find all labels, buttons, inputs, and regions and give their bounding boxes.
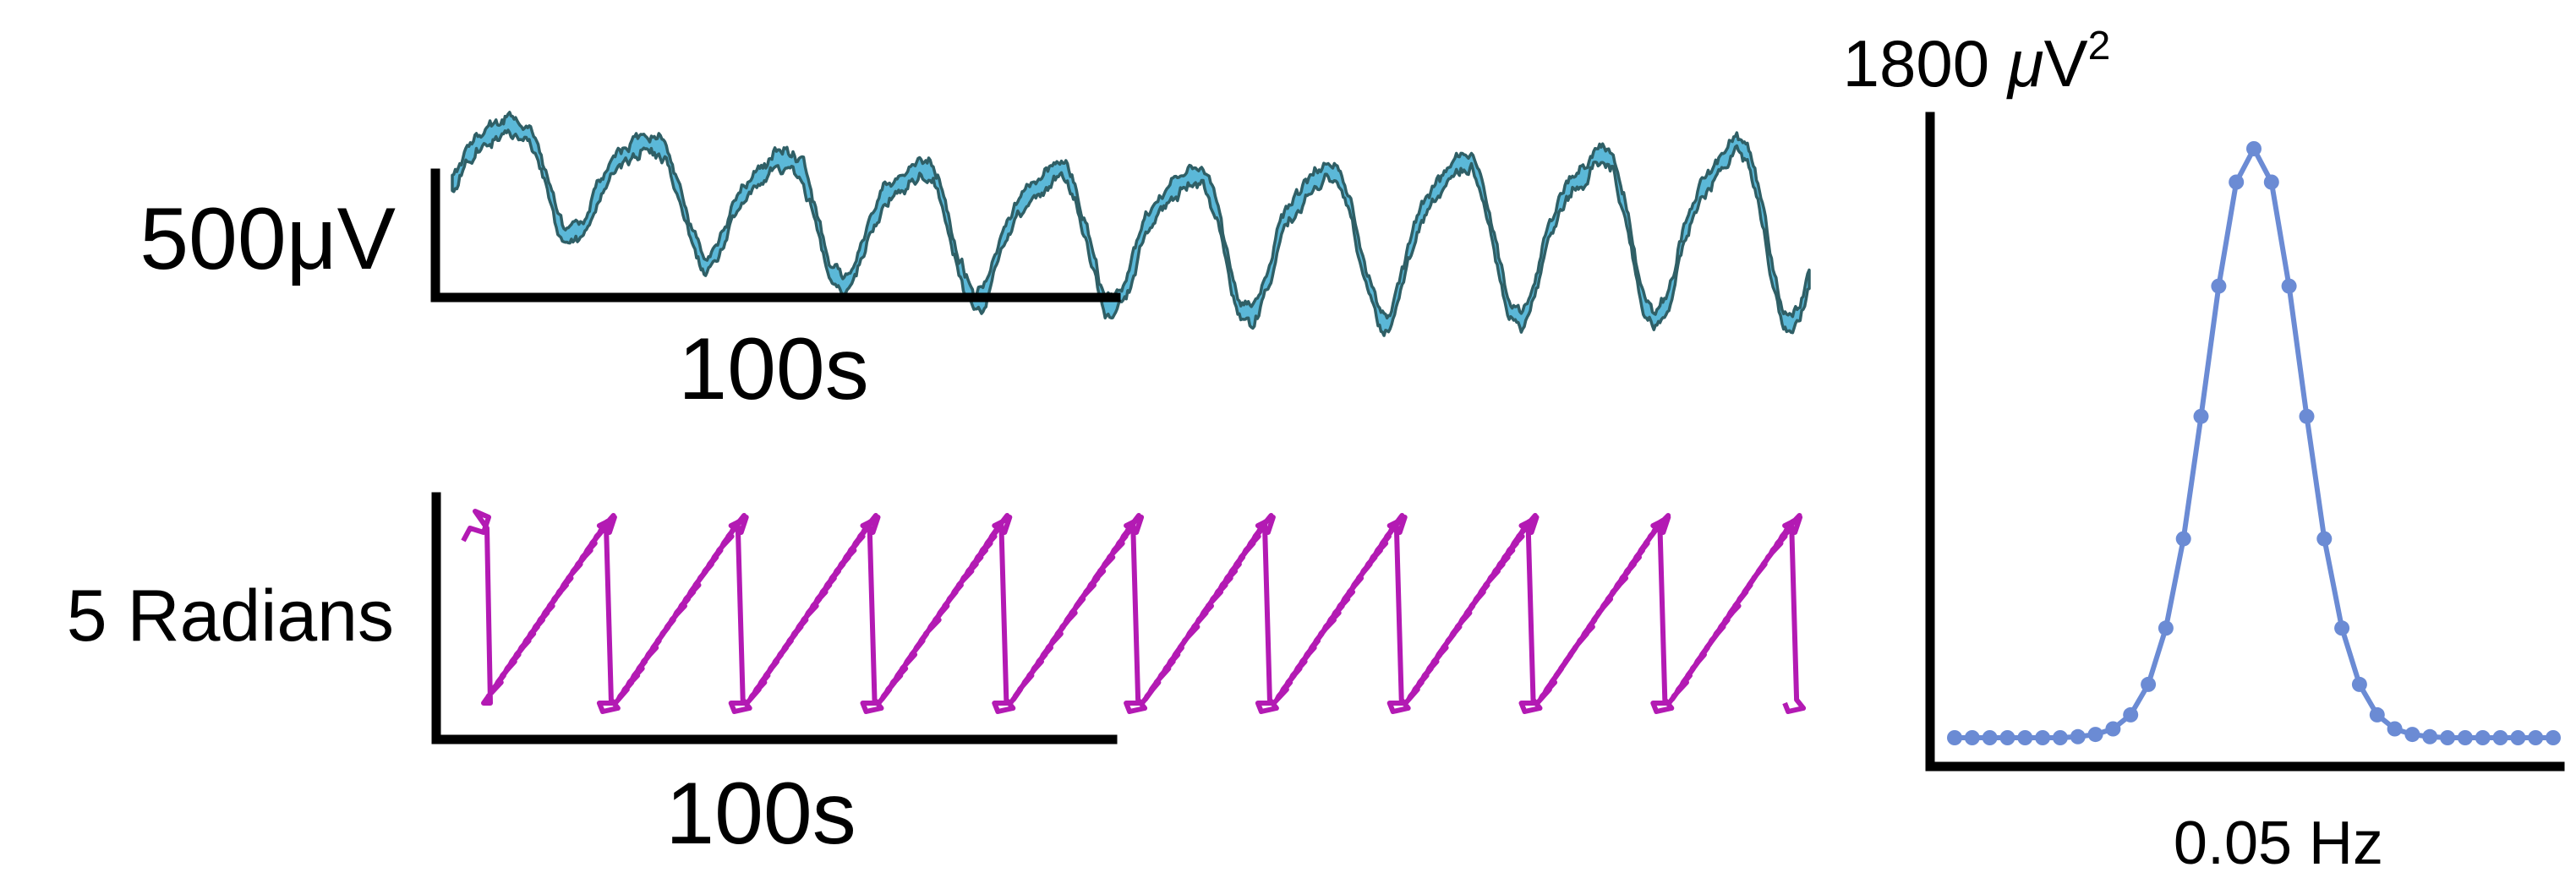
phase-scalebar-y-label: 5 Radians	[67, 575, 394, 657]
spectrum-point	[2404, 727, 2420, 743]
spectrum-point	[2281, 278, 2297, 294]
spectrum-point	[2246, 141, 2262, 156]
spectrum-point	[1947, 730, 1962, 745]
spectrum-point	[2369, 706, 2385, 723]
spectrum-line	[1955, 146, 2553, 740]
spectrum-point	[2299, 408, 2315, 424]
spectrum-point	[2123, 706, 2139, 723]
spectrum-point	[2546, 730, 2561, 745]
spectrum-point	[2334, 620, 2350, 636]
spectrum-point	[2105, 721, 2121, 737]
voltage-trace	[451, 111, 1811, 337]
voltage-scalebar-y-label: 500μV	[139, 190, 396, 288]
voltage-scalebar-x-label: 100s	[678, 320, 869, 418]
spectrum-point	[2141, 676, 2157, 692]
spectrum-point	[2193, 408, 2209, 424]
spectrum-point	[1999, 730, 2015, 745]
spectrum-point	[2475, 730, 2491, 745]
spectrum-y-label: 1800 μV2	[1843, 24, 2111, 101]
spectrum-x-label: 0.05 Hz	[2174, 810, 2383, 877]
spectrum-point	[2070, 728, 2086, 744]
spectrum-y-label-exponent: 2	[2088, 24, 2111, 68]
phase-trace	[461, 509, 1807, 714]
spectrum-y-label-unit: μ	[2006, 26, 2044, 101]
phase-panel: 5 Radians 100s	[67, 492, 1807, 863]
spectrum-y-label-unit2: V	[2044, 26, 2088, 101]
spectrum-point	[2175, 531, 2191, 547]
spectrum-point	[2263, 174, 2279, 190]
spectrum-points	[1947, 141, 2561, 745]
spectrum-panel: 1800 μV2 0.05 Hz	[1843, 24, 2565, 877]
spectrum-point	[2052, 730, 2068, 745]
spectrum-point	[2316, 531, 2333, 547]
spectrum-point	[2158, 620, 2174, 636]
phase-scalebar-x-label: 100s	[665, 765, 856, 863]
spectrum-point	[2351, 676, 2367, 692]
spectrum-point	[2211, 278, 2227, 294]
spectrum-point	[2457, 730, 2473, 745]
voltage-panel: 500μV 100s	[139, 111, 1811, 418]
spectrum-point	[2017, 730, 2033, 745]
spectrum-point	[1982, 730, 1998, 745]
spectrum-point	[2422, 728, 2438, 744]
spectrum-point	[2528, 730, 2544, 745]
spectrum-y-label-value: 1800	[1843, 26, 2008, 101]
spectrum-point	[2492, 730, 2508, 745]
spectrum-point	[2440, 730, 2456, 745]
spectrum-point	[1964, 730, 1980, 745]
spectrum-point	[2087, 727, 2103, 743]
spectrum-point	[2387, 721, 2403, 737]
spectrum-point	[2229, 174, 2245, 190]
spectrum-point	[2035, 730, 2051, 745]
spectrum-point	[2510, 730, 2526, 745]
